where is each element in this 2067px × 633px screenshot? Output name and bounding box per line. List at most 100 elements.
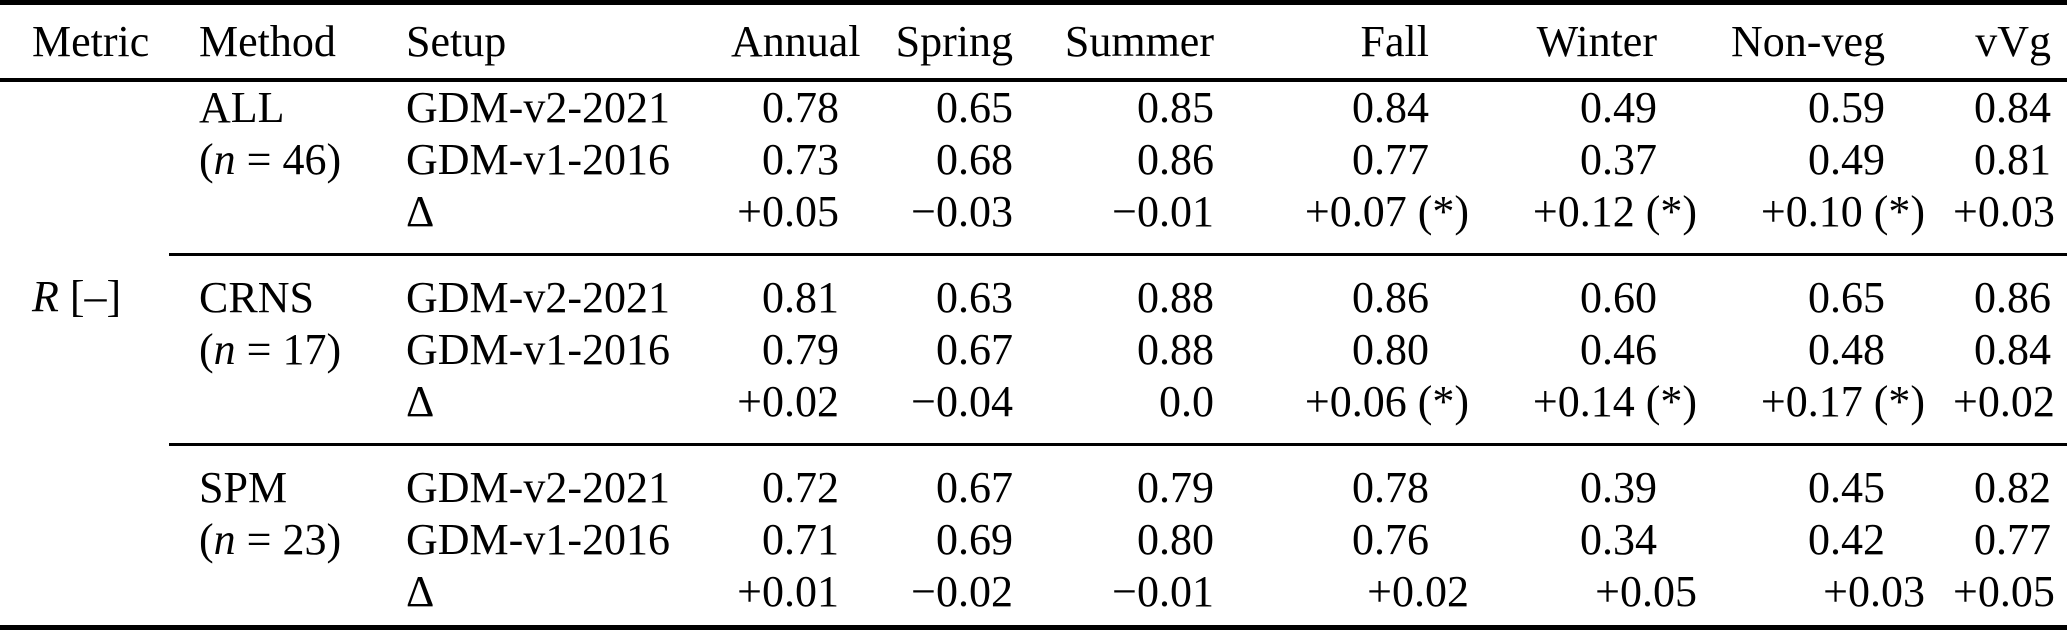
metric-spacer [0, 80, 169, 133]
table-row: (n = 46) GDM-v1-2016 0.73 0.68 0.86 0.77… [0, 133, 2067, 186]
col-header-setup: Setup [378, 5, 731, 82]
delta-value-cell: −0.02 [911, 567, 1013, 616]
method-spacer [169, 186, 378, 255]
value-cell: 0.76 [1352, 515, 1429, 564]
method-name: ALL [199, 83, 285, 132]
col-header-metric: Metric [0, 5, 169, 82]
metric-spacer [0, 133, 169, 186]
metric-spacer [0, 376, 169, 445]
value-cell: 0.60 [1497, 253, 1725, 323]
bottom-rule [0, 625, 2067, 630]
delta-value-cell: −0.01 [1112, 567, 1214, 616]
value-cell: 0.67 [936, 325, 1013, 374]
delta-value-cell: 0.0 [1159, 377, 1214, 426]
metric-cell: R [–] [0, 255, 169, 324]
col-header-fall: Fall [1242, 5, 1497, 82]
delta-value-cell: +0.17 (*) [1760, 377, 1925, 426]
paren-open: ( [199, 515, 214, 564]
value-cell: 0.88 [1041, 253, 1242, 323]
delta-value-cell: −0.01 [1112, 187, 1214, 236]
col-header-annual: Annual [731, 5, 867, 82]
setup-cell: GDM-v2-2021 [378, 443, 731, 513]
n-variable: n [213, 515, 236, 564]
table-row: R [–] CRNS GDM-v2-2021 0.81 0.63 0.88 0.… [0, 253, 2067, 324]
value-cell: 0.49 [1808, 135, 1885, 184]
value-cell: 0.72 [731, 443, 867, 513]
paren-open: ( [199, 325, 214, 374]
results-table: Metric Method Setup Annual Spring Summer… [0, 5, 2067, 633]
value-cell: 0.78 [1242, 443, 1497, 513]
value-cell: 0.37 [1580, 135, 1657, 184]
n-value: = 23) [235, 515, 342, 564]
value-cell: 0.46 [1580, 325, 1657, 374]
value-cell: 0.82 [1953, 443, 2067, 513]
value-cell: 0.79 [762, 325, 839, 374]
method-sample-size: (n = 17) [169, 323, 378, 376]
delta-value-cell: +0.02 [737, 377, 839, 426]
value-cell: 0.81 [731, 253, 867, 323]
col-header-vvg: vVg [1953, 5, 2067, 82]
delta-value-cell: −0.04 [911, 377, 1013, 426]
table-row-delta: Δ +0.05 −0.03 −0.01 +0.07 (*) +0.12 (*) … [0, 186, 2067, 255]
value-cell: 0.77 [1352, 135, 1429, 184]
value-cell: 0.84 [1974, 83, 2051, 132]
value-cell: 0.80 [1352, 325, 1429, 374]
method-sample-size: (n = 46) [169, 133, 378, 186]
value-cell: 0.59 [1808, 83, 1885, 132]
setup-cell: GDM-v1-2016 [406, 515, 670, 564]
delta-value-cell: +0.05 [1595, 567, 1697, 616]
value-cell: 0.86 [1242, 253, 1497, 323]
metric-symbol: R [32, 272, 59, 322]
value-cell: 0.81 [1974, 135, 2051, 184]
delta-value-cell: +0.02 [1953, 377, 2055, 426]
table-row: (n = 23) GDM-v1-2016 0.71 0.69 0.80 0.76… [0, 513, 2067, 566]
delta-value-cell: +0.14 (*) [1532, 377, 1697, 426]
delta-value-cell: +0.07 (*) [1304, 187, 1469, 236]
delta-value-cell: +0.10 (*) [1760, 187, 1925, 236]
metric-spacer [0, 513, 169, 566]
col-header-spring: Spring [867, 5, 1041, 82]
n-variable: n [213, 135, 236, 184]
delta-value-cell: +0.02 [1367, 567, 1469, 616]
value-cell: 0.67 [867, 443, 1041, 513]
delta-value-cell: +0.12 (*) [1532, 187, 1697, 236]
top-rule [0, 0, 2067, 5]
n-value: = 46) [235, 135, 342, 184]
setup-cell: GDM-v1-2016 [406, 135, 670, 184]
metric-spacer [0, 186, 169, 255]
delta-symbol: Δ [406, 567, 435, 616]
value-cell: 0.80 [1137, 515, 1214, 564]
table-body: ALL GDM-v2-2021 0.78 0.65 0.85 0.84 0.49… [0, 80, 2067, 633]
method-name: CRNS [169, 253, 378, 323]
delta-value-cell: +0.05 [1953, 567, 2055, 616]
table-row-delta: Δ +0.01 −0.02 −0.01 +0.02 +0.05 +0.03 +0… [0, 566, 2067, 633]
col-header-winter: Winter [1497, 5, 1725, 82]
table-header: Metric Method Setup Annual Spring Summer… [0, 5, 2067, 82]
delta-symbol: Δ [406, 187, 435, 236]
metric-unit: [–] [58, 272, 122, 322]
delta-value-cell: −0.03 [911, 187, 1013, 236]
paren-open: ( [199, 135, 214, 184]
value-cell: 0.45 [1725, 443, 1953, 513]
header-row: Metric Method Setup Annual Spring Summer… [0, 5, 2067, 82]
metric-spacer [0, 566, 169, 633]
col-header-summer: Summer [1041, 5, 1242, 82]
table-row: (n = 17) GDM-v1-2016 0.79 0.67 0.88 0.80… [0, 323, 2067, 376]
delta-value-cell: +0.03 [1823, 567, 1925, 616]
setup-cell: GDM-v1-2016 [406, 325, 670, 374]
value-cell: 0.65 [1725, 253, 1953, 323]
value-cell: 0.71 [762, 515, 839, 564]
n-value: = 17) [235, 325, 342, 374]
value-cell: 0.65 [936, 83, 1013, 132]
delta-symbol: Δ [406, 377, 435, 426]
value-cell: 0.42 [1808, 515, 1885, 564]
table-row-delta: Δ +0.02 −0.04 0.0 +0.06 (*) +0.14 (*) +0… [0, 376, 2067, 445]
value-cell: 0.85 [1137, 83, 1214, 132]
setup-cell: GDM-v2-2021 [378, 253, 731, 323]
value-cell: 0.86 [1137, 135, 1214, 184]
method-spacer [169, 376, 378, 445]
delta-value-cell: +0.03 [1953, 187, 2055, 236]
value-cell: 0.49 [1580, 83, 1657, 132]
delta-value-cell: +0.06 (*) [1304, 377, 1469, 426]
